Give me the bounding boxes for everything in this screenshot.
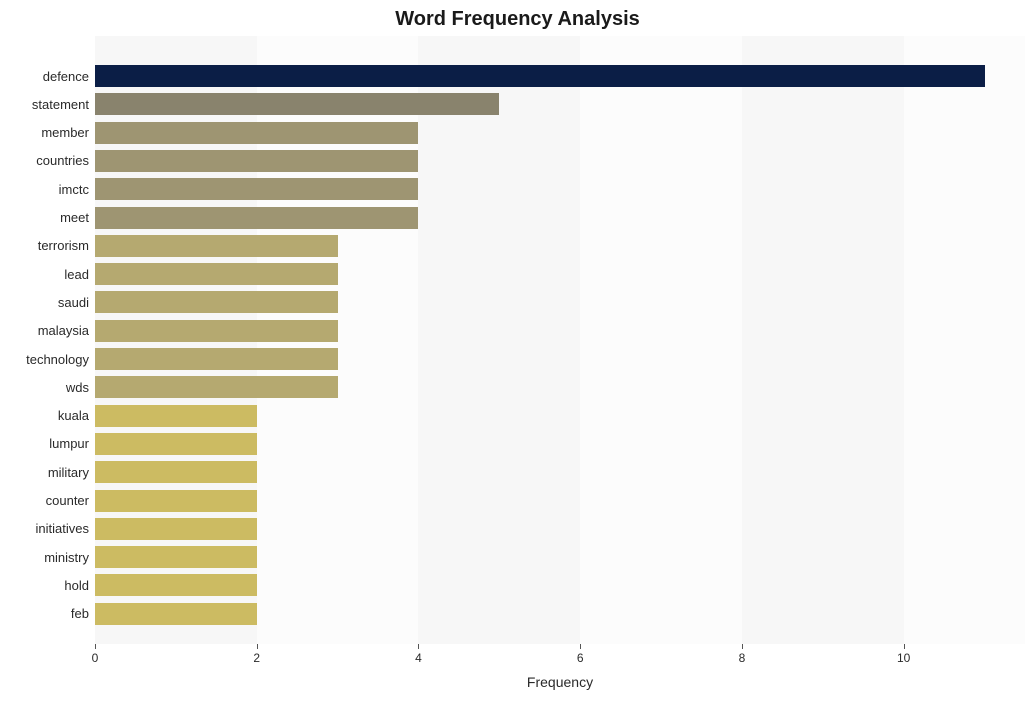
x-tick-label: 0 xyxy=(92,651,99,665)
bar-rect xyxy=(95,235,338,257)
bar-rect xyxy=(95,546,257,568)
bar-rect xyxy=(95,65,985,87)
x-tick-label: 6 xyxy=(577,651,584,665)
y-tick-label: defence xyxy=(43,69,89,84)
bar-row xyxy=(95,93,499,115)
x-tick-mark xyxy=(904,644,905,649)
y-tick-label: malaysia xyxy=(38,323,89,338)
y-tick-label: meet xyxy=(60,210,89,225)
y-tick-label: lead xyxy=(64,267,89,282)
bar-rect xyxy=(95,405,257,427)
bar-rect xyxy=(95,93,499,115)
bar-row xyxy=(95,574,257,596)
bar-row xyxy=(95,150,418,172)
y-tick-label: technology xyxy=(26,352,89,367)
x-tick-mark xyxy=(580,644,581,649)
bar-rect xyxy=(95,603,257,625)
bar-rect xyxy=(95,291,338,313)
bar-rect xyxy=(95,207,418,229)
chart-title: Word Frequency Analysis xyxy=(0,8,1035,31)
bar-row xyxy=(95,348,338,370)
y-tick-label: counter xyxy=(46,493,89,508)
bar-row xyxy=(95,490,257,512)
y-tick-label: lumpur xyxy=(49,436,89,451)
bar-row xyxy=(95,518,257,540)
bar-row xyxy=(95,263,338,285)
x-tick-mark xyxy=(418,644,419,649)
bar-row xyxy=(95,122,418,144)
y-tick-label: wds xyxy=(66,380,89,395)
bar-row xyxy=(95,320,338,342)
bar-rect xyxy=(95,263,338,285)
bar-rect xyxy=(95,122,418,144)
y-axis-labels: defence statement member countries imctc meet… xyxy=(0,36,89,644)
bar-rect xyxy=(95,461,257,483)
bar-rect xyxy=(95,376,338,398)
bar-row xyxy=(95,603,257,625)
bar-rect xyxy=(95,348,338,370)
bar-row xyxy=(95,178,418,200)
chart-container: Word Frequency Analysis defence statement… xyxy=(0,0,1035,701)
bar-row xyxy=(95,207,418,229)
x-tick-label: 4 xyxy=(415,651,422,665)
bar-row xyxy=(95,291,338,313)
bar-rect xyxy=(95,518,257,540)
y-tick-label: hold xyxy=(64,578,89,593)
bar-rect xyxy=(95,320,338,342)
bar-rect xyxy=(95,574,257,596)
x-tick-mark xyxy=(742,644,743,649)
y-tick-label: countries xyxy=(36,153,89,168)
y-tick-label: imctc xyxy=(59,182,89,197)
y-tick-label: initiatives xyxy=(36,521,89,536)
y-tick-label: kuala xyxy=(58,408,89,423)
y-tick-label: member xyxy=(41,125,89,140)
bar-rect xyxy=(95,150,418,172)
bar-rect xyxy=(95,490,257,512)
bar-row xyxy=(95,376,338,398)
x-axis-title: Frequency xyxy=(95,674,1025,690)
y-tick-label: terrorism xyxy=(38,238,89,253)
x-tick-mark xyxy=(257,644,258,649)
y-tick-label: statement xyxy=(32,97,89,112)
x-axis: 0 2 4 6 8 10 xyxy=(95,644,1025,674)
y-tick-label: military xyxy=(48,465,89,480)
bar-row xyxy=(95,235,338,257)
y-tick-label: feb xyxy=(71,606,89,621)
x-tick-label: 2 xyxy=(253,651,260,665)
bar-row xyxy=(95,546,257,568)
x-tick-label: 10 xyxy=(897,651,910,665)
bars-layer xyxy=(95,36,1025,644)
x-tick-mark xyxy=(95,644,96,649)
y-tick-label: saudi xyxy=(58,295,89,310)
bar-row xyxy=(95,65,985,87)
plot-area xyxy=(95,36,1025,644)
x-tick-label: 8 xyxy=(739,651,746,665)
bar-row xyxy=(95,405,257,427)
bar-rect xyxy=(95,433,257,455)
bar-row xyxy=(95,461,257,483)
bar-row xyxy=(95,433,257,455)
bar-rect xyxy=(95,178,418,200)
y-tick-label: ministry xyxy=(44,550,89,565)
